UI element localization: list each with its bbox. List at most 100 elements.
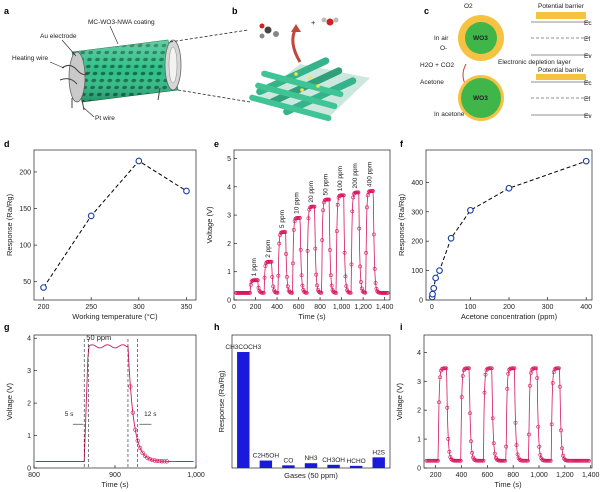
data-point [534, 366, 539, 371]
data-point [528, 383, 532, 388]
zoom-line-bottom [177, 89, 251, 103]
data-point [490, 416, 495, 421]
band-diagram-air: Potential barrier Ec Ef Ev [531, 3, 592, 60]
pulse-label: 400 ppm [367, 162, 374, 187]
data-point [480, 458, 485, 463]
data-point [385, 291, 390, 295]
data-point [549, 422, 554, 427]
data-point [291, 228, 296, 232]
data-point [285, 274, 289, 279]
data-point [279, 230, 283, 235]
y-tick-label: 0 [227, 298, 231, 305]
chart-g: 800 900 1,000 0 1 2 3 4 Time (s) Voltage (V) 50 pp… [5, 333, 205, 489]
in-air-label: In air [434, 35, 449, 42]
data-point [472, 457, 477, 462]
barrier-label-acetone: Potential barrier [538, 67, 585, 74]
data-point [335, 202, 340, 207]
ef-label-air: Ef [584, 36, 590, 43]
data-point [261, 290, 266, 295]
x-tick-label: 350 [181, 304, 193, 311]
data-point [501, 458, 505, 463]
data-point [327, 197, 332, 202]
bar [349, 465, 363, 468]
y-tick-label: 4 [27, 336, 31, 343]
barrier-label-air: Potential barrier [538, 3, 585, 10]
pulse-label: 5 ppm [279, 210, 286, 228]
data-point [511, 366, 516, 371]
y-tick-label: 100 [19, 243, 31, 250]
data-point [530, 367, 534, 372]
band-diagram-acetone: Potential barrier Ec Ef Ev [531, 67, 592, 120]
au-electrode-label: Au electrode [40, 33, 77, 40]
data-point [356, 190, 361, 195]
pulse-label: 1 ppm [251, 258, 258, 276]
panel-label-e: e [214, 139, 219, 149]
x-axis-label: Acetone concentration (ppm) [461, 312, 558, 321]
series-line [43, 160, 187, 288]
data-point [349, 262, 354, 267]
data-point [344, 284, 349, 289]
data-point [429, 290, 436, 298]
data-point [316, 287, 320, 292]
bar [304, 463, 318, 468]
data-point [492, 451, 497, 456]
bar-category-label: HCHO [347, 458, 366, 465]
data-point [363, 290, 368, 295]
data-point [319, 290, 324, 295]
x-tick-label: 200 [38, 304, 50, 311]
x-tick-label: 1,200 [556, 472, 574, 479]
data-point [523, 458, 528, 463]
data-point [489, 366, 494, 371]
y-tick-label: 50 [23, 279, 31, 286]
data-point [359, 280, 363, 284]
x-tick-label: 1,000 [333, 304, 351, 311]
data-point [584, 458, 589, 463]
chart-i: 200 400 600 800 1,000 1,200 1,400 0 1 2 3 4 Time (s)… [395, 334, 600, 489]
data-point [307, 207, 312, 212]
y-tick-label: 200 [19, 169, 31, 176]
data-point [373, 281, 378, 285]
plot-frame [33, 334, 197, 469]
chart-h: CH3COCH3 C2H5OH CO NH3 CH3OH HCHO H2S Gases (50… [217, 334, 391, 480]
bar-category-label: CH3OH [322, 457, 345, 464]
data-point [446, 437, 451, 441]
data-point [505, 386, 510, 391]
data-point [468, 411, 472, 416]
panel-label-d: d [4, 139, 10, 149]
x-tick-label: 1,000 [530, 472, 548, 479]
bar [372, 457, 385, 468]
data-point [341, 193, 346, 198]
data-point [438, 375, 442, 380]
data-point [290, 290, 294, 295]
data-point [483, 372, 488, 377]
data-point [515, 452, 520, 457]
y-tick-label: 4 [227, 184, 231, 191]
wo3-label-acetone: WO3 [473, 95, 488, 102]
o2-label: O2 [464, 3, 473, 10]
panel-c: c In air WO3 O2 O- H2O + CO2 Acetone Ele… [420, 3, 592, 121]
data-point [374, 286, 379, 291]
data-point [351, 195, 356, 200]
data-point [430, 284, 438, 292]
data-point [312, 204, 317, 209]
data-point [550, 381, 555, 385]
data-point [582, 157, 590, 165]
x-tick-label: 400 [456, 472, 468, 479]
y-tick-label: 400 [411, 180, 423, 187]
bar-category-label: H2S [372, 449, 385, 456]
coating-label: MC-WO3-NWA coating [88, 19, 155, 26]
ec-label-acetone: Ec [584, 80, 592, 87]
data-point [527, 432, 531, 437]
x-tick-label: 400 [580, 304, 592, 311]
data-point [538, 453, 543, 457]
data-point [276, 273, 281, 278]
plot-frame [423, 334, 593, 469]
data-point [457, 458, 462, 463]
data-point [586, 458, 591, 463]
data-point [547, 458, 552, 463]
x-tick-label: 800 [507, 472, 519, 479]
panel-label-g: g [4, 322, 10, 332]
data-point [514, 443, 519, 448]
data-point [467, 366, 471, 371]
data-point [447, 234, 455, 242]
